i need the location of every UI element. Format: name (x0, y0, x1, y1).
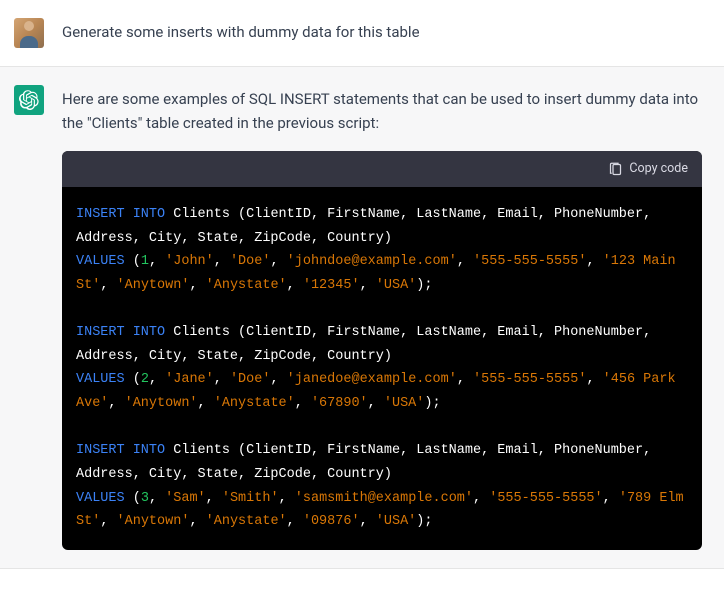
openai-icon (19, 90, 39, 110)
code-block: Copy code INSERT INTO Clients (ClientID,… (62, 151, 702, 550)
code-header: Copy code (62, 151, 702, 187)
user-message-content: Generate some inserts with dummy data fo… (62, 18, 702, 48)
assistant-avatar (14, 85, 44, 115)
assistant-message-content: Here are some examples of SQL INSERT sta… (62, 85, 702, 550)
user-avatar (14, 18, 44, 48)
user-message: Generate some inserts with dummy data fo… (0, 0, 724, 66)
assistant-message: Here are some examples of SQL INSERT sta… (0, 66, 724, 569)
assistant-intro-text: Here are some examples of SQL INSERT sta… (62, 87, 702, 135)
user-text: Generate some inserts with dummy data fo… (62, 20, 702, 44)
clipboard-icon (608, 162, 623, 177)
code-body[interactable]: INSERT INTO Clients (ClientID, FirstName… (62, 187, 702, 550)
copy-code-label: Copy code (629, 159, 688, 179)
copy-code-button[interactable]: Copy code (608, 159, 688, 179)
